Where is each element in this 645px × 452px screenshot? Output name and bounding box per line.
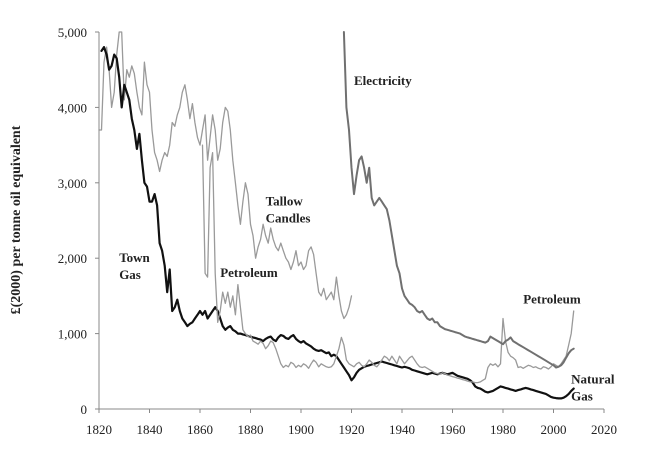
series-line-natural-gas bbox=[476, 385, 575, 400]
y-tick-label: 0 bbox=[81, 402, 88, 417]
series-label-line: Candles bbox=[266, 210, 311, 225]
series-line-town-gas bbox=[100, 46, 479, 389]
axes-layer bbox=[98, 32, 604, 410]
series-label-petroleum: Petroleum bbox=[220, 265, 278, 280]
series-label-petroleum-late: Petroleum bbox=[523, 291, 581, 306]
series-label-line: Electricity bbox=[354, 73, 412, 88]
series-label-line: Natural bbox=[571, 371, 615, 386]
series-label-line: Gas bbox=[119, 267, 141, 282]
series-label-line: Town bbox=[119, 250, 150, 265]
x-tick-label: 2020 bbox=[591, 422, 617, 437]
series-label-natural-gas: Natural Gas bbox=[571, 371, 615, 403]
x-tick-label: 2000 bbox=[541, 422, 567, 437]
series-layer bbox=[98, 31, 575, 400]
y-tick-label: 1,000 bbox=[58, 327, 87, 342]
x-tick-label: 1960 bbox=[440, 422, 466, 437]
series-line-electricity bbox=[342, 31, 575, 369]
x-tick-label: 1880 bbox=[238, 422, 264, 437]
series-label-town-gas: Town Gas bbox=[119, 250, 150, 282]
series-line-tallow bbox=[98, 31, 353, 320]
labels-layer: Electricity Tallow Candles Town Gas Petroleum… bbox=[119, 73, 615, 404]
x-tick-label: 1860 bbox=[187, 422, 213, 437]
y-tick-label: 2,000 bbox=[58, 251, 87, 266]
x-tick-label: 1980 bbox=[490, 422, 516, 437]
ticks-layer: 1820 1840 1860 1880 1900 1920 1940 1960 1980 2000… bbox=[58, 25, 617, 437]
series-label-line: Tallow bbox=[266, 193, 304, 208]
series-label-line: Petroleum bbox=[523, 291, 581, 306]
series-label-line: Gas bbox=[571, 388, 593, 403]
x-tick-label: 1820 bbox=[86, 422, 112, 437]
y-tick-label: 5,000 bbox=[58, 25, 87, 40]
x-tick-label: 1920 bbox=[339, 422, 365, 437]
y-axis-title: £(2000) per tonne oil equivalent bbox=[9, 125, 24, 314]
series-label-electricity: Electricity bbox=[354, 73, 412, 88]
series-label-tallow: Tallow Candles bbox=[266, 193, 311, 225]
series-line-petroleum bbox=[201, 144, 575, 384]
series-label-line: Petroleum bbox=[220, 265, 278, 280]
y-tick-label: 4,000 bbox=[58, 100, 87, 115]
x-tick-label: 1940 bbox=[389, 422, 415, 437]
y-tick-label: 3,000 bbox=[58, 176, 87, 191]
x-tick-label: 1840 bbox=[137, 422, 163, 437]
x-tick-label: 1900 bbox=[288, 422, 314, 437]
